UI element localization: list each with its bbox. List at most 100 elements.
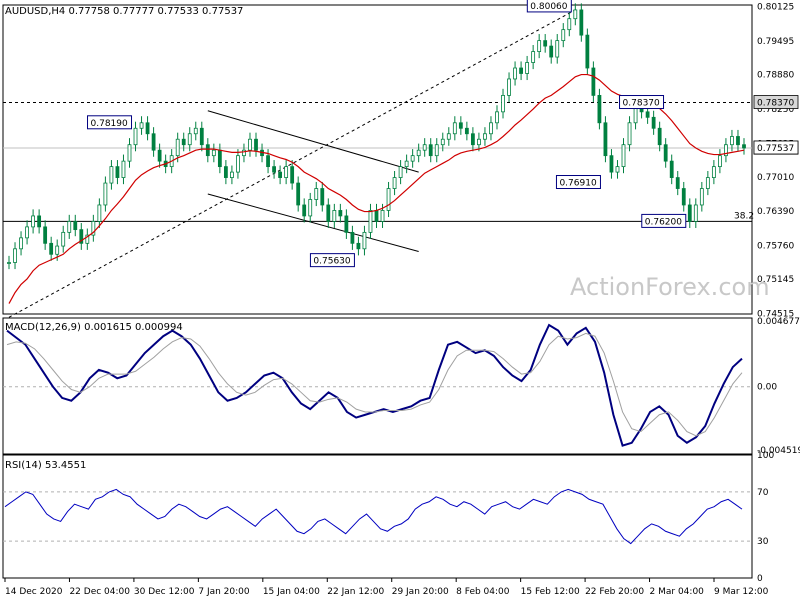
callout-box <box>619 95 665 110</box>
x-tick-label: 22 Feb 20:00 <box>585 587 644 597</box>
rsi-lines <box>3 488 752 545</box>
candle-body <box>278 171 283 178</box>
macd-title: MACD(12,26,9) 0.001615 0.000994 <box>5 322 183 333</box>
rsi-line <box>4 488 743 545</box>
candle-body <box>627 122 632 146</box>
candle-body <box>669 160 674 178</box>
candle-body <box>561 29 566 42</box>
rsi-tick-label: 0 <box>757 574 763 584</box>
candle-body <box>422 144 427 151</box>
candle-body <box>236 155 240 173</box>
candle-body <box>693 204 698 222</box>
candle-body <box>736 136 740 146</box>
macd-tick-label: -0.004519 <box>757 446 800 456</box>
price-callouts: 0.80060 0.78190 0.78370 0.76910 0.76200 0.756… <box>87 0 687 268</box>
candle-body <box>7 262 11 264</box>
candle-body <box>489 122 493 135</box>
candle-body <box>386 188 391 211</box>
candle-body <box>248 138 252 151</box>
candle-body <box>181 138 186 146</box>
x-tick-label: 8 Feb 04:00 <box>456 587 510 597</box>
x-tick-label: 9 Mar 12:00 <box>714 587 769 597</box>
x-tick-label: 14 Dec 2020 <box>5 587 63 597</box>
macd-panel: MACD(12,26,9) 0.001615 0.000994 0.004677… <box>3 317 800 456</box>
candle-body <box>470 133 475 146</box>
candle-body <box>374 210 379 222</box>
candle-body <box>428 144 433 157</box>
candle-body <box>230 171 234 178</box>
candle-body <box>290 166 295 184</box>
candle-body <box>266 155 270 168</box>
candle-body <box>145 122 150 135</box>
candle-body <box>67 221 72 233</box>
candle-body <box>446 133 451 140</box>
candle-body <box>103 182 108 206</box>
candle-body <box>31 215 35 228</box>
candle-body <box>85 234 90 244</box>
candle-body <box>675 177 680 189</box>
callout-label: 0.80060 <box>530 2 567 12</box>
candle-body <box>91 221 96 236</box>
price-panel: AUDUSD,H4 0.77758 0.77777 0.77533 0.7753… <box>3 0 799 320</box>
x-tick-label: 30 Dec 12:00 <box>134 587 195 597</box>
rsi-tick-label: 70 <box>757 488 769 498</box>
candle-body <box>302 204 307 217</box>
candle-body <box>223 166 228 178</box>
candle-body <box>362 231 367 250</box>
candle-body <box>392 177 397 189</box>
candle-body <box>742 144 746 149</box>
candle-body <box>139 122 144 129</box>
price-frame <box>2 4 753 315</box>
candle-body <box>314 188 319 200</box>
candle-body <box>440 138 445 146</box>
candle-body <box>681 188 686 206</box>
candle-body <box>585 34 590 69</box>
rsi-panel: RSI(14) 53.4551 100 70 30 0 <box>3 451 774 584</box>
candle-body <box>615 166 620 173</box>
candle-body <box>25 226 29 239</box>
candle-body <box>127 144 132 162</box>
candle-body <box>37 215 42 228</box>
level-badge-label: 0.78370 <box>757 99 794 109</box>
candle-body <box>434 144 439 157</box>
candle-body <box>187 133 192 146</box>
macd-y-axis: 0.004677 0.00 -0.004519 <box>757 317 800 456</box>
candle-body <box>410 155 415 162</box>
candle-body <box>657 127 662 146</box>
rsi-tick-label: 100 <box>757 451 774 461</box>
macd-signal-line <box>6 332 743 437</box>
candle-body <box>549 45 554 58</box>
candle-body <box>284 166 289 178</box>
candle-body <box>404 160 409 168</box>
candle-body <box>326 204 331 222</box>
candle-body <box>416 149 421 157</box>
candle-body <box>525 62 530 74</box>
candle-body <box>699 188 704 206</box>
callout-label: 0.76910 <box>559 179 596 189</box>
x-tick-label: 29 Jan 20:00 <box>392 587 449 597</box>
candle-body <box>477 138 481 146</box>
trendline-1 <box>207 110 419 173</box>
candle-body <box>579 9 584 36</box>
callout-box <box>87 115 133 130</box>
candle-body <box>19 237 23 250</box>
rsi-frame <box>2 454 753 579</box>
callout-label: 0.76200 <box>645 217 682 227</box>
trendline-2 <box>207 193 419 253</box>
fib-level-label: 38.2 <box>734 211 754 221</box>
candles <box>7 3 746 270</box>
macd-frame <box>2 317 753 455</box>
candle-body <box>718 155 722 168</box>
candle-body <box>211 149 216 157</box>
callout-box <box>555 175 601 190</box>
candle-body <box>483 133 487 140</box>
price-y-axis: 0.801250.794950.788800.782500.776250.775… <box>753 2 799 320</box>
candle-body <box>344 215 349 233</box>
candle-body <box>573 9 578 20</box>
candle-body <box>513 67 517 80</box>
time-axis: 14 Dec 2020 22 Dec 04:00 30 Dec 12:00 7 Jan… <box>4 578 769 597</box>
candle-body <box>621 144 626 168</box>
callout-label: 0.78370 <box>623 99 660 109</box>
price-tick-label: 0.77010 <box>757 173 794 183</box>
